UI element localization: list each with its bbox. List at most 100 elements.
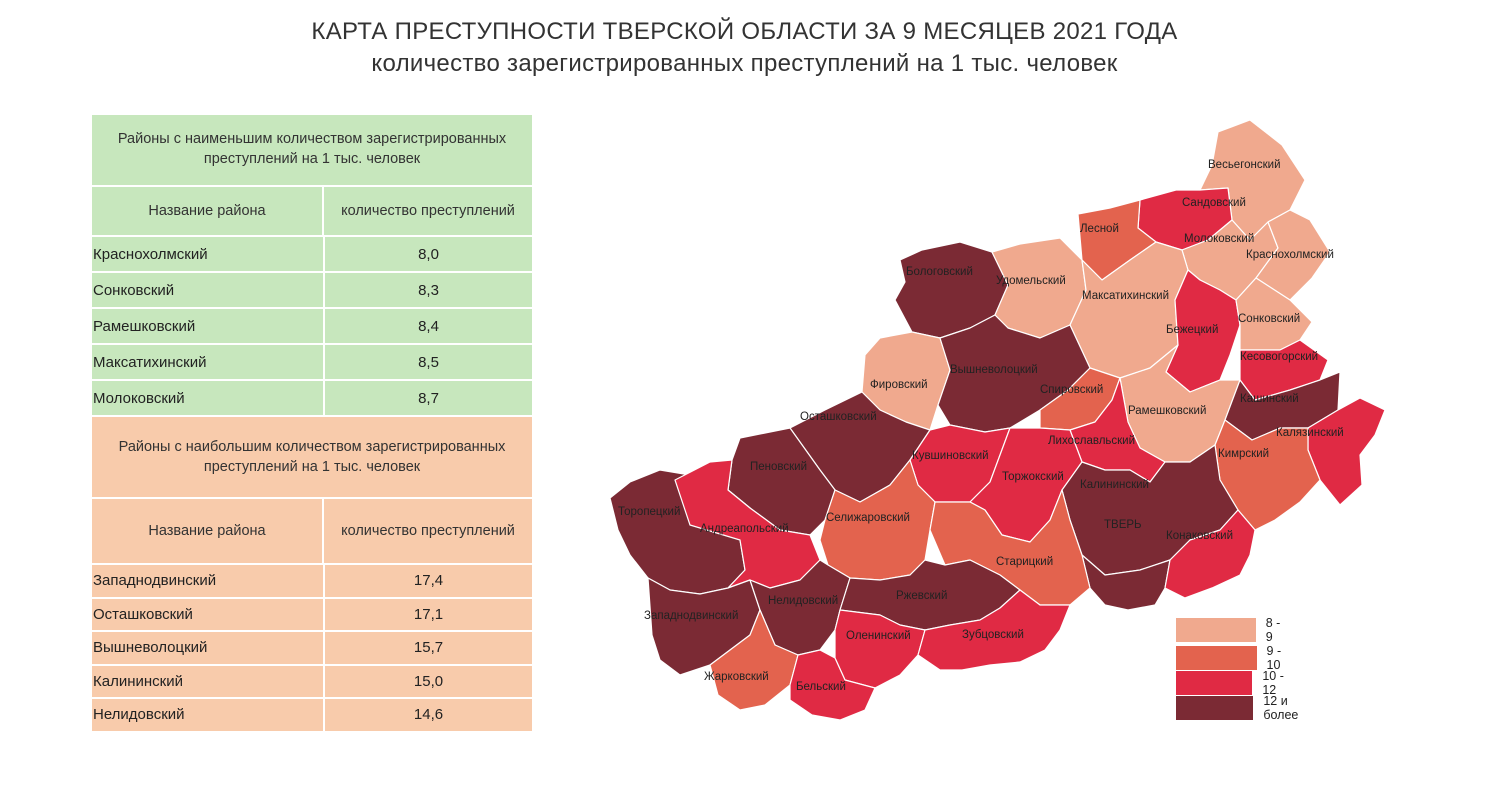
district-label: Калининский (1080, 479, 1149, 491)
district-name: Рамешковский (93, 317, 196, 335)
column-header-value: количество преступлений (322, 499, 532, 563)
district-name: Калининский (93, 672, 183, 690)
district-label: Кесовогорский (1240, 351, 1318, 363)
map-title: КАРТА ПРЕСТУПНОСТИ ТВЕРСКОЙ ОБЛАСТИ ЗА 9… (311, 18, 1178, 45)
crime-value: 8,0 (323, 237, 532, 271)
district-name: Сонковский (93, 281, 175, 299)
crime-value: 15,0 (323, 665, 532, 697)
crime-value: 14,6 (323, 699, 532, 731)
district-shape (789, 649, 876, 721)
district-labels: Весьегонский Сандовский Лесной Молоковский К… (618, 159, 1344, 693)
district-label: Селижаровский (826, 512, 910, 524)
highest-table-header: Название района количество преступлений (92, 497, 532, 563)
district-label: Торжокский (1002, 471, 1064, 483)
district-label: Жарковский (704, 671, 769, 683)
legend-label: 12 и более (1263, 694, 1299, 722)
district-label: Кувшиновский (912, 450, 989, 462)
legend-label: 8 - 9 (1265, 616, 1281, 644)
district-label: Старицкий (996, 556, 1053, 568)
tver-region-map: Весьегонский Сандовский Лесной Молоковский К… (609, 119, 1386, 721)
table-row: Западнодвинский 17,4 (92, 563, 532, 597)
district-label: Спировский (1040, 384, 1103, 396)
legend-item: 8 - 9 (1176, 616, 1287, 644)
table-row: Вышневолоцкий 15,7 (92, 630, 532, 664)
district-label: Оленинский (846, 630, 911, 642)
column-header-value: количество преступлений (322, 187, 532, 235)
map-subtitle: количество зарегистрированных преступлен… (371, 50, 1118, 77)
district-name: Максатихинский (93, 353, 207, 371)
legend-swatch (1176, 671, 1253, 695)
district-label: Лесной (1080, 223, 1119, 235)
district-label: Фировский (870, 379, 928, 391)
district-name: Нелидовский (93, 706, 185, 724)
district-label: Западнодвинский (644, 610, 738, 622)
district-label: Нелидовский (768, 595, 838, 607)
column-header-name: Название района (148, 203, 266, 219)
district-label: Сонковский (1238, 313, 1300, 325)
legend-swatch (1176, 618, 1256, 642)
district-shape (1081, 554, 1171, 611)
table-row: Краснохолмский 8,0 (92, 235, 532, 271)
crime-value: 15,7 (323, 632, 532, 664)
district-label: Бологовский (906, 266, 973, 278)
district-label: Сандовский (1182, 197, 1246, 209)
table-row: Калининский 15,0 (92, 663, 532, 697)
table-row: Нелидовский 14,6 (92, 697, 532, 731)
lowest-table-caption: Районы с наименьшим количеством зарегист… (117, 131, 507, 167)
crime-value: 17,4 (323, 565, 532, 597)
crime-value: 8,5 (323, 345, 532, 379)
crime-value: 8,7 (323, 381, 532, 415)
legend-item: 9 - 10 (1176, 644, 1294, 672)
district-label: Рамешковский (1128, 405, 1206, 417)
legend-item: 12 и более (1176, 694, 1315, 722)
district-shape (834, 609, 926, 689)
district-label: Вышневолоцкий (950, 364, 1038, 376)
district-label: Ржевский (896, 590, 947, 602)
district-label: Удомельский (996, 275, 1066, 287)
district-shapes (609, 119, 1386, 721)
district-label: Конаковский (1166, 530, 1233, 542)
district-name: Западнодвинский (93, 572, 217, 590)
district-label: Калязинский (1276, 427, 1344, 439)
legend-item: 10 - 12 (1176, 669, 1294, 697)
district-label: ТВЕРЬ (1104, 519, 1142, 531)
district-label: Бежецкий (1166, 324, 1218, 336)
district-label: Пеновский (750, 461, 807, 473)
crime-value: 8,3 (323, 273, 532, 307)
district-label: Лихославльский (1048, 435, 1135, 447)
table-row: Молоковский 8,7 (92, 379, 532, 415)
district-label: Андреапольский (700, 523, 789, 535)
district-label: Зубцовский (962, 629, 1024, 641)
district-label: Кашинский (1240, 393, 1299, 405)
legend-label: 10 - 12 (1262, 669, 1284, 697)
district-shape (917, 589, 1071, 671)
district-shape (1255, 209, 1331, 301)
highest-crime-table: Районы с наибольшим количеством зарегист… (92, 417, 532, 731)
legend-swatch (1176, 646, 1257, 670)
table-row: Рамешковский 8,4 (92, 307, 532, 343)
district-label: Весьегонский (1208, 159, 1281, 171)
lowest-crime-table: Районы с наименьшим количеством зарегист… (92, 115, 532, 415)
district-name: Вышневолоцкий (93, 639, 208, 657)
highest-table-caption: Районы с наибольшим количеством зарегист… (118, 439, 506, 475)
lowest-table-header: Название района количество преступлений (92, 185, 532, 235)
table-row: Осташковский 17,1 (92, 596, 532, 630)
district-label: Осташковский (800, 411, 877, 423)
legend-swatch (1176, 696, 1254, 720)
table-row: Максатихинский 8,5 (92, 343, 532, 379)
district-name: Молоковский (93, 389, 185, 407)
district-label: Максатихинский (1082, 290, 1169, 302)
district-shape (1164, 509, 1256, 599)
crime-value: 17,1 (323, 598, 532, 630)
district-name: Краснохолмский (93, 245, 208, 263)
crime-value: 8,4 (323, 309, 532, 343)
district-label: Кимрский (1218, 448, 1269, 460)
district-label: Торопецкий (618, 506, 680, 518)
legend-label: 9 - 10 (1266, 644, 1282, 672)
district-label: Молоковский (1184, 233, 1254, 245)
district-name: Осташковский (93, 605, 193, 623)
district-label: Бельский (796, 681, 846, 693)
table-row: Сонковский 8,3 (92, 271, 532, 307)
column-header-name: Название района (148, 523, 266, 539)
district-label: Краснохолмский (1246, 249, 1334, 261)
